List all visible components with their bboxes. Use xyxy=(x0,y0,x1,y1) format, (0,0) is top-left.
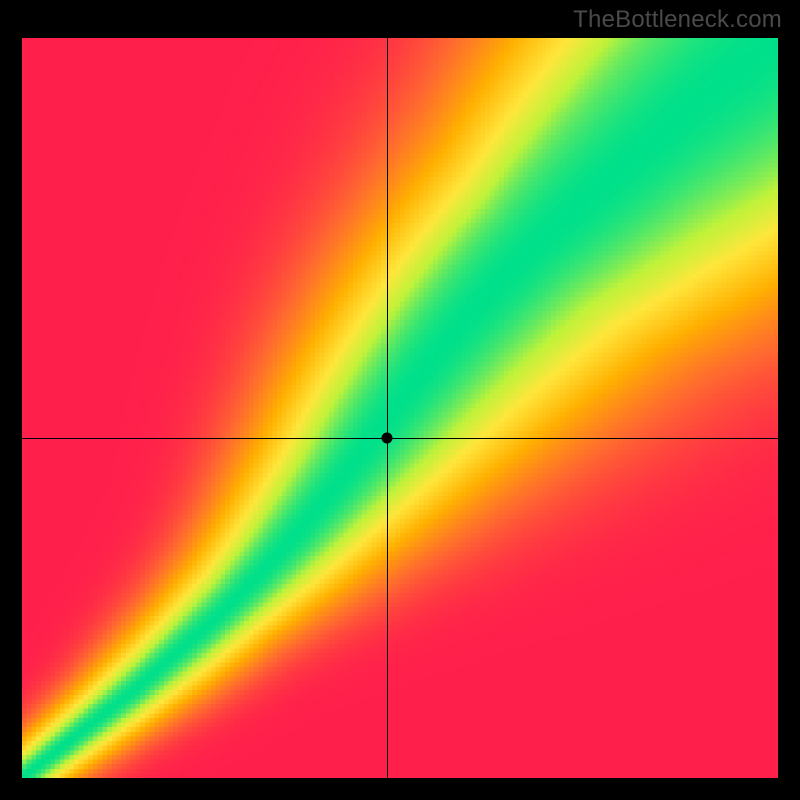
crosshair-horizontal xyxy=(22,438,778,439)
plot-area xyxy=(22,38,778,778)
crosshair-vertical xyxy=(387,38,388,778)
crosshair-marker xyxy=(382,432,393,443)
heatmap-canvas xyxy=(22,38,778,778)
watermark-text: TheBottleneck.com xyxy=(573,6,782,34)
